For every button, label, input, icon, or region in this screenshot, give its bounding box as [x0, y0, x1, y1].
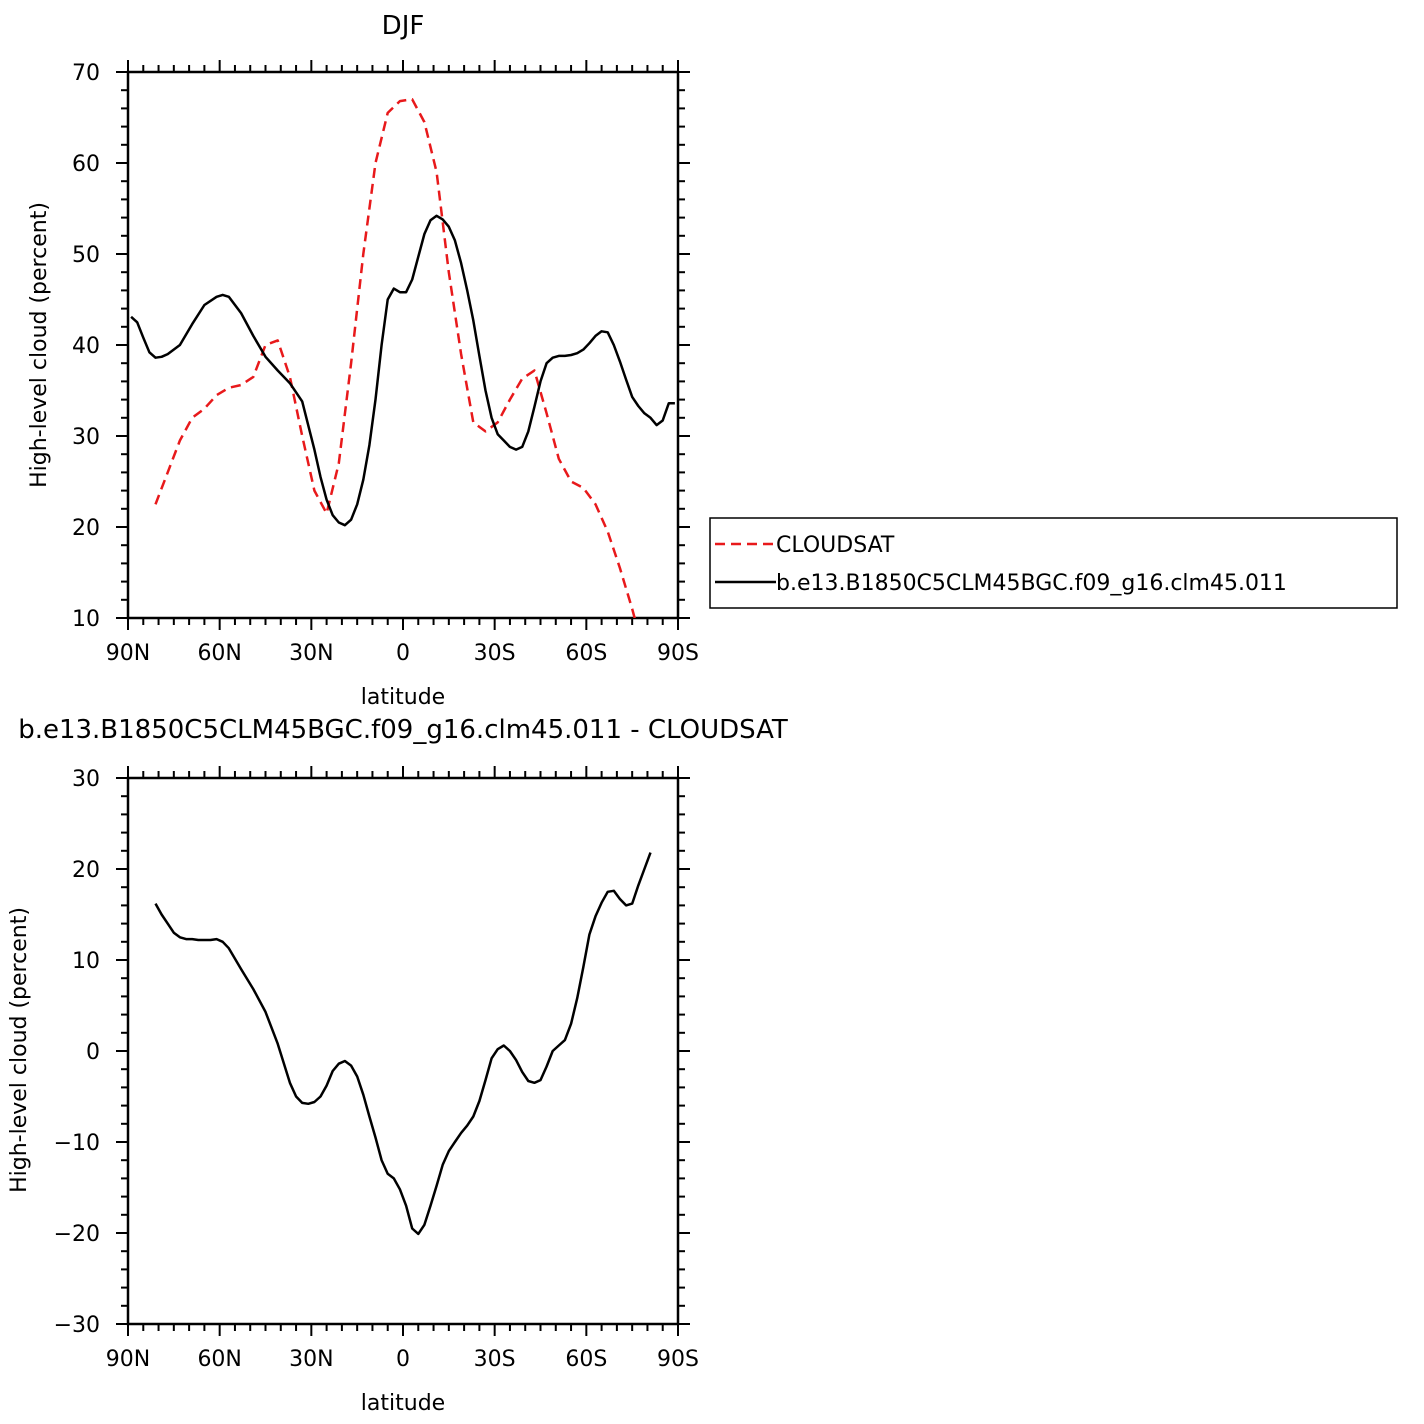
top-series-line-b-e13-b1850c5clm45bgc-f09-g16-clm45-011 — [130, 214, 675, 527]
bottom-x-tick-label: 90S — [657, 1347, 699, 1372]
bottom-chart-y-axis-label: High-level cloud (percent) — [7, 907, 32, 1193]
top-x-tick-label: 90S — [657, 641, 699, 666]
top-y-tick-label: 10 — [72, 607, 100, 632]
bottom-x-tick-label: 30N — [289, 1347, 333, 1372]
legend-label-cloudsat: CLOUDSAT — [776, 533, 895, 558]
bottom-x-tick-label: 60S — [565, 1347, 607, 1372]
top-series-line-cloudsat — [154, 98, 636, 618]
top-x-tick-label: 60S — [565, 641, 607, 666]
top-chart-y-axis-label: High-level cloud (percent) — [27, 202, 52, 488]
top-x-tick-label: 90N — [106, 641, 150, 666]
bottom-chart-plot-area: 90N 60N 30N 0 30S 60S 90S −30 −20 −10 0 10 20 30 — [54, 766, 699, 1372]
bottom-chart-panel: b.e13.B1850C5CLM45BGC.f09_g16.clm45.011 … — [7, 715, 788, 1416]
top-y-tick-label: 60 — [72, 152, 100, 177]
bottom-chart-title: b.e13.B1850C5CLM45BGC.f09_g16.clm45.011 … — [18, 715, 788, 745]
top-chart-plot-area: 90N 60N 30N 0 30S 60S 90S 10 20 30 40 50 60 70 — [72, 60, 699, 666]
top-y-tick-label: 40 — [72, 334, 100, 359]
top-y-tick-label: 20 — [72, 516, 100, 541]
bottom-plot-frame — [126, 776, 680, 1326]
bottom-series-line-difference — [154, 852, 652, 1236]
top-chart-x-axis-label: latitude — [361, 685, 445, 710]
top-x-tick-label: 30N — [289, 641, 333, 666]
top-y-tick-label: 50 — [72, 243, 100, 268]
bottom-x-tick-label: 0 — [396, 1347, 410, 1372]
top-y-tick-label: 70 — [72, 61, 100, 86]
top-x-tick-label: 60N — [197, 641, 241, 666]
bottom-y-tick-label: 20 — [72, 858, 100, 883]
bottom-y-tick-label: −30 — [54, 1313, 100, 1338]
top-chart-panel: DJF High-level cloud (percent) latitude … — [27, 11, 1398, 710]
legend: CLOUDSAT b.e13.B1850C5CLM45BGC.f09_g16.c… — [709, 517, 1398, 609]
bottom-x-tick-label: 60N — [197, 1347, 241, 1372]
top-x-tick-label: 0 — [396, 641, 410, 666]
top-x-tick-label: 30S — [474, 641, 516, 666]
bottom-y-tick-label: 0 — [86, 1040, 100, 1065]
top-y-tick-label: 30 — [72, 425, 100, 450]
legend-box — [709, 517, 1398, 609]
bottom-y-tick-label: 10 — [72, 949, 100, 974]
bottom-x-tick-label: 90N — [106, 1347, 150, 1372]
bottom-x-tick-label: 30S — [474, 1347, 516, 1372]
top-plot-frame — [126, 70, 680, 620]
bottom-chart-x-axis-label: latitude — [361, 1391, 445, 1416]
legend-label-model: b.e13.B1850C5CLM45BGC.f09_g16.clm45.011 — [776, 571, 1287, 596]
bottom-y-tick-label: −10 — [54, 1131, 100, 1156]
top-chart-title: DJF — [382, 11, 425, 41]
bottom-y-tick-label: −20 — [54, 1222, 100, 1247]
bottom-y-tick-label: 30 — [72, 767, 100, 792]
